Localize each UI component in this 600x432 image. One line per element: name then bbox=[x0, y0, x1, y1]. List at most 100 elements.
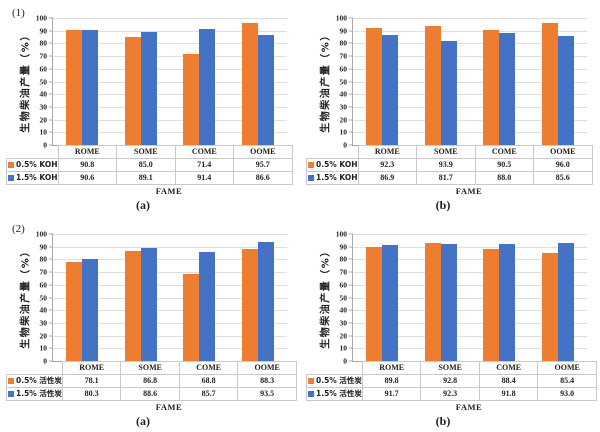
gridline bbox=[53, 94, 287, 96]
chart-panel-2a: (2) 生物柴油产量（%） 0 10 20 30 40 50 60 70 80 90 100 ROME SO… bbox=[0, 216, 300, 432]
table-corner-cell bbox=[6, 361, 63, 375]
y-tick-label: 70 bbox=[339, 51, 348, 61]
category-header: COME bbox=[474, 145, 535, 159]
y-tick-label: 30 bbox=[339, 318, 348, 328]
gridline bbox=[353, 348, 587, 350]
bar-series-2-oome bbox=[257, 242, 274, 361]
category-header: COME bbox=[478, 361, 539, 375]
bar-group-oome bbox=[529, 234, 588, 361]
table-series-row: 0.5% KOH 90.8 85.0 71.4 95.7 bbox=[6, 158, 293, 172]
y-tick-mark bbox=[349, 93, 353, 95]
y-tick-mark bbox=[349, 68, 353, 70]
table-header-row: ROME SOME COME OOME bbox=[6, 145, 293, 159]
y-tick-label: 30 bbox=[39, 318, 48, 328]
gridline bbox=[53, 310, 287, 312]
bar-group-oome bbox=[529, 18, 588, 145]
value-cell: 91.4 bbox=[174, 171, 235, 185]
bar-group-oome bbox=[229, 234, 288, 361]
plot-area: 0 10 20 30 40 50 60 70 80 90 100 bbox=[336, 230, 588, 364]
bar-series-2-some bbox=[140, 31, 157, 145]
gridline bbox=[53, 259, 287, 261]
y-tick-label: 10 bbox=[39, 127, 48, 137]
value-cell: 89.1 bbox=[116, 171, 176, 185]
y-tick-label: 10 bbox=[39, 343, 48, 353]
gridline bbox=[53, 119, 287, 121]
value-cell: 78.1 bbox=[61, 374, 122, 388]
bar-group-rome bbox=[53, 234, 112, 361]
legend-cell: 1.5% KOH bbox=[306, 171, 359, 185]
value-cell: 85.7 bbox=[178, 387, 239, 401]
table-series-row: 0.5% KOH 92.3 93.9 90.5 96.0 bbox=[306, 158, 593, 172]
table-corner-cell bbox=[306, 145, 359, 159]
y-tick-mark bbox=[349, 81, 353, 82]
panel-caption: (b) bbox=[435, 414, 451, 428]
gridline bbox=[53, 106, 287, 108]
value-cell: 88.4 bbox=[478, 374, 539, 388]
chart-panel-2b: 生物柴油产量（%） 0 10 20 30 40 50 60 70 80 90 100 ROME SOME C… bbox=[300, 216, 600, 432]
table-header-row: ROME SOME COME OOME bbox=[6, 361, 297, 375]
gridline bbox=[353, 68, 587, 70]
y-tick-mark bbox=[349, 42, 353, 44]
y-tick-label: 90 bbox=[339, 241, 348, 251]
table-series-row: 0.5% 活性炭 78.1 86.8 68.8 88.3 bbox=[6, 374, 297, 388]
value-cell: 86.9 bbox=[357, 171, 418, 185]
bar-series-1-oome bbox=[541, 23, 558, 145]
legend-label: 0.5% KOH bbox=[16, 160, 58, 169]
y-tick-mark bbox=[349, 297, 353, 298]
category-header: SOME bbox=[116, 145, 176, 159]
gridline bbox=[53, 234, 287, 235]
bar-series-1-come bbox=[183, 54, 200, 145]
y-tick-mark bbox=[49, 144, 53, 146]
y-tick-mark bbox=[49, 284, 53, 286]
gridline bbox=[53, 272, 287, 274]
gridline bbox=[53, 246, 287, 248]
category-header: OOME bbox=[237, 361, 297, 375]
bar-series-2-come bbox=[499, 244, 516, 361]
legend-label: 1.5% KOH bbox=[16, 173, 58, 182]
bar-group-come bbox=[470, 18, 529, 145]
value-cell: 92.3 bbox=[420, 387, 480, 401]
y-tick-label: 0 bbox=[43, 356, 47, 366]
y-tick-label: 60 bbox=[339, 280, 348, 290]
y-tick-label: 20 bbox=[339, 114, 348, 124]
bar-series-2-come bbox=[499, 33, 516, 145]
y-tick-label: 50 bbox=[39, 76, 48, 86]
value-cell: 88.0 bbox=[474, 171, 535, 185]
bar-series-1-oome bbox=[541, 252, 558, 361]
value-cell: 90.5 bbox=[474, 158, 535, 172]
gridline bbox=[353, 246, 587, 248]
gridline bbox=[53, 322, 287, 324]
legend-swatch bbox=[308, 161, 314, 168]
data-table: ROME SOME COME OOME 0.5% 活性炭 78.1 86.8 68.8 88.3… bbox=[6, 361, 297, 401]
gridline bbox=[353, 106, 587, 108]
bar-group-some bbox=[112, 18, 171, 145]
gridline bbox=[53, 284, 287, 286]
y-tick-mark bbox=[49, 93, 53, 95]
data-table: ROME SOME COME OOME 0.5% KOH 92.3 93.9 90.5 96.0… bbox=[306, 145, 593, 185]
y-tick-mark bbox=[49, 106, 53, 108]
category-header: ROME bbox=[357, 145, 418, 159]
y-tick-mark bbox=[49, 335, 53, 337]
gridline bbox=[53, 348, 287, 350]
y-tick-label: 100 bbox=[335, 229, 347, 239]
table-corner-cell bbox=[306, 361, 363, 375]
bar-series-2-some bbox=[140, 248, 157, 361]
y-tick-mark bbox=[349, 360, 353, 362]
gridline bbox=[353, 272, 587, 274]
y-tick-label: 100 bbox=[35, 13, 47, 23]
bar-group-come bbox=[170, 18, 229, 145]
value-cell: 92.3 bbox=[357, 158, 418, 172]
y-tick-mark bbox=[349, 106, 353, 108]
y-tick-mark bbox=[349, 322, 353, 324]
legend-label: 1.5% KOH bbox=[316, 173, 358, 182]
value-cell: 80.3 bbox=[61, 387, 122, 401]
bar-series-2-some bbox=[440, 41, 457, 145]
chart-panel-1b: 生物柴油产量（%） 0 10 20 30 40 50 60 70 80 90 100 ROME SOME C… bbox=[300, 0, 600, 216]
y-tick-label: 50 bbox=[339, 76, 348, 86]
y-tick-label: 70 bbox=[39, 51, 48, 61]
legend-swatch bbox=[8, 174, 14, 181]
y-tick-mark bbox=[349, 347, 353, 349]
plot-area: 0 10 20 30 40 50 60 70 80 90 100 bbox=[336, 14, 588, 148]
y-tick-label: 0 bbox=[343, 356, 347, 366]
bar-group-rome bbox=[353, 18, 412, 145]
